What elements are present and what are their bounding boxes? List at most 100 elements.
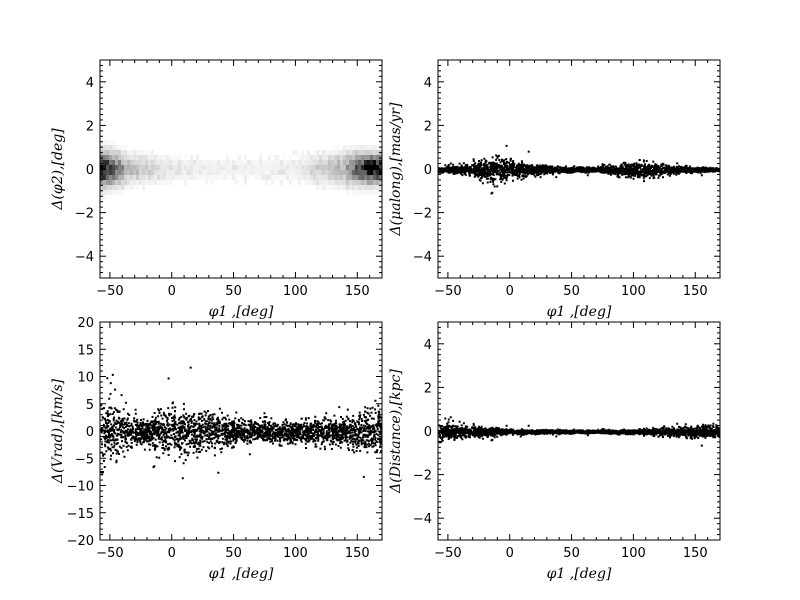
heatmap-cell — [367, 190, 370, 195]
heatmap-cell — [118, 165, 121, 170]
heatmap-cell — [118, 170, 121, 175]
heatmap-cell — [379, 165, 382, 170]
heatmap-cell — [280, 160, 283, 165]
heatmap-cell — [289, 180, 292, 185]
heatmap-cell — [325, 165, 328, 170]
heatmap-cell — [352, 180, 355, 185]
heatmap-cell — [286, 165, 289, 170]
heatmap-cell — [259, 155, 262, 160]
heatmap-cell — [328, 150, 331, 155]
heatmap-cell — [181, 160, 184, 165]
heatmap-cell — [244, 155, 247, 160]
heatmap-cell — [349, 180, 352, 185]
heatmap-cell — [370, 190, 373, 195]
heatmap-cell — [328, 180, 331, 185]
heatmap-cell — [346, 170, 349, 175]
heatmap-cell — [310, 180, 313, 185]
heatmap-cell — [298, 180, 301, 185]
heatmap-cell — [244, 180, 247, 185]
heatmap-cell — [211, 165, 214, 170]
heatmap-cell — [250, 170, 253, 175]
heatmap-cell — [358, 145, 361, 150]
heatmap-cell — [130, 170, 133, 175]
heatmap-cell — [106, 165, 109, 170]
heatmap-cell — [112, 165, 115, 170]
heatmap-cell — [136, 170, 139, 175]
heatmap-cell — [124, 170, 127, 175]
heatmap-cell — [130, 175, 133, 180]
heatmap-cell — [238, 165, 241, 170]
heatmap-cell — [112, 145, 115, 150]
heatmap-cell — [109, 140, 112, 145]
heatmap-cell — [376, 145, 379, 150]
heatmap-cell — [364, 175, 367, 180]
heatmap-cell — [148, 170, 151, 175]
heatmap-cell — [370, 150, 373, 155]
heatmap-cell — [154, 175, 157, 180]
heatmap-cell — [325, 160, 328, 165]
heatmap-cell — [370, 185, 373, 190]
heatmap-cell — [190, 175, 193, 180]
heatmap-cell — [349, 175, 352, 180]
heatmap-cell — [274, 175, 277, 180]
heatmap-cell — [289, 165, 292, 170]
heatmap-cell — [196, 175, 199, 180]
heatmap-cell — [295, 150, 298, 155]
heatmap-cell — [124, 145, 127, 150]
heatmap-cell — [109, 170, 112, 175]
heatmap-cell — [331, 160, 334, 165]
heatmap-cell — [118, 155, 121, 160]
heatmap-cell — [241, 160, 244, 165]
heatmap-cell — [346, 180, 349, 185]
heatmap-cell — [151, 160, 154, 165]
heatmap-cell — [352, 160, 355, 165]
heatmap-cell — [301, 160, 304, 165]
x-tick-label: −50 — [434, 284, 461, 299]
heatmap-cell — [169, 160, 172, 165]
heatmap-cell — [199, 160, 202, 165]
heatmap-cell — [343, 170, 346, 175]
heatmap-cell — [367, 145, 370, 150]
heatmap-cell — [211, 175, 214, 180]
heatmap-cell — [295, 160, 298, 165]
x-tick-label: 150 — [683, 284, 708, 299]
heatmap-cell — [355, 180, 358, 185]
heatmap-cell — [184, 165, 187, 170]
heatmap-cell — [271, 165, 274, 170]
heatmap-cell — [268, 155, 271, 160]
heatmap-cell — [343, 185, 346, 190]
y-tick-label: 0 — [424, 163, 432, 178]
heatmap-cell — [319, 160, 322, 165]
heatmap-cell — [208, 165, 211, 170]
heatmap-cell — [277, 175, 280, 180]
heatmap-cell — [217, 160, 220, 165]
heatmap-cell — [355, 150, 358, 155]
heatmap-cell — [307, 150, 310, 155]
heatmap-cell — [355, 190, 358, 195]
heatmap-cell — [103, 150, 106, 155]
heatmap-cell — [268, 175, 271, 180]
x-tick-label: 50 — [563, 284, 580, 299]
heatmap-cell — [304, 175, 307, 180]
heatmap-cell — [106, 185, 109, 190]
heatmap-cell — [379, 180, 382, 185]
heatmap-cell — [178, 160, 181, 165]
heatmap-cell — [367, 155, 370, 160]
heatmap-cell — [217, 165, 220, 170]
y-tick-label: 4 — [86, 76, 94, 91]
heatmap-cell — [319, 165, 322, 170]
heatmap-cell — [328, 170, 331, 175]
heatmap-cell — [355, 170, 358, 175]
heatmap-cell — [127, 175, 130, 180]
heatmap-cell — [235, 180, 238, 185]
heatmap-cell — [331, 155, 334, 160]
heatmap-cell — [379, 160, 382, 165]
heatmap-cell — [229, 160, 232, 165]
heatmap-cell — [247, 160, 250, 165]
heatmap-cell — [277, 160, 280, 165]
plot-area — [438, 416, 720, 447]
heatmap-cell — [163, 160, 166, 165]
heatmap-cell — [334, 150, 337, 155]
heatmap-cell — [166, 170, 169, 175]
scatter-points — [438, 144, 720, 195]
